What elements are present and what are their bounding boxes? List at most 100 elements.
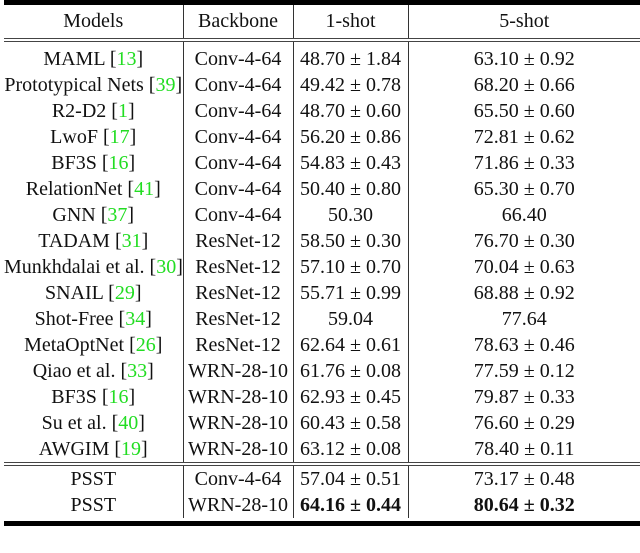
backbone-cell: Conv-4-64 — [183, 98, 294, 124]
top-rule — [4, 0, 640, 5]
model-name: Munkhdalai et al. — [4, 256, 145, 278]
model-cell: Prototypical Nets [39] — [4, 72, 184, 98]
one-shot-cell: 54.83 ± 0.43 — [293, 150, 409, 176]
backbone-cell: Conv-4-64 — [183, 202, 294, 228]
one-shot-cell: 56.20 ± 0.86 — [293, 124, 409, 150]
one-shot-cell: 63.12 ± 0.08 — [293, 436, 409, 464]
header-5-shot: 5-shot — [408, 5, 640, 42]
model-cell: AWGIM [19] — [4, 436, 184, 464]
table-row: LwoF [17] Conv-4-64 56.20 ± 0.86 72.81 ± 0.… — [4, 124, 640, 150]
model-name: Qiao et al. — [32, 360, 116, 382]
table-row: TADAM [31] ResNet-12 58.50 ± 0.30 76.70 ± 0… — [4, 228, 640, 254]
citation-link[interactable]: 26 — [135, 334, 156, 356]
backbone-cell: Conv-4-64 — [183, 40, 294, 72]
model-cell: R2-D2 [1] — [4, 98, 184, 124]
backbone-cell: WRN-28-10 — [183, 410, 294, 436]
backbone-cell: Conv-4-64 — [183, 462, 294, 492]
model-cell: SNAIL [29] — [4, 280, 184, 306]
one-shot-cell: 57.10 ± 0.70 — [293, 254, 409, 280]
model-cell: MAML [13] — [4, 40, 184, 72]
backbone-cell: ResNet-12 — [183, 332, 294, 358]
citation-link[interactable]: 19 — [121, 438, 142, 460]
table-row: MAML [13] Conv-4-64 48.70 ± 1.84 63.10 ± 0.… — [4, 40, 640, 72]
model-cell: Munkhdalai et al. [30] — [4, 254, 184, 280]
one-shot-cell: 61.76 ± 0.08 — [293, 358, 409, 384]
model-cell: BF3S [16] — [4, 150, 184, 176]
table-row: GNN [37] Conv-4-64 50.30 66.40 — [4, 202, 640, 228]
backbone-cell: WRN-28-10 — [183, 492, 294, 518]
citation-link[interactable]: 17 — [109, 126, 130, 148]
model-name: R2-D2 — [51, 100, 107, 122]
table-row: Su et al. [40] WRN-28-10 60.43 ± 0.58 76.60… — [4, 410, 640, 436]
one-shot-cell: 59.04 — [293, 306, 409, 332]
model-cell: TADAM [31] — [4, 228, 184, 254]
results-table: Models Backbone 1-shot 5-shot MAML [13] C… — [4, 5, 640, 518]
five-shot-cell: 78.40 ± 0.11 — [474, 438, 575, 460]
table-row: Prototypical Nets [39] Conv-4-64 49.42 ± 0… — [4, 72, 640, 98]
one-shot-cell: 60.43 ± 0.58 — [293, 410, 409, 436]
citation-link[interactable]: 16 — [108, 152, 129, 174]
five-shot-cell: 78.63 ± 0.46 — [473, 334, 575, 356]
model-name: GNN — [52, 204, 96, 226]
model-cell: RelationNet [41] — [4, 176, 184, 202]
five-shot-cell: 68.20 ± 0.66 — [473, 74, 575, 96]
one-shot-cell: 48.70 ± 0.60 — [293, 98, 409, 124]
citation-link[interactable]: 31 — [121, 230, 142, 252]
five-shot-cell: 77.59 ± 0.12 — [473, 360, 575, 382]
one-shot-cell: 57.04 ± 0.51 — [293, 462, 409, 492]
five-shot-cell: 71.86 ± 0.33 — [473, 152, 575, 174]
table-row: AWGIM [19] WRN-28-10 63.12 ± 0.08 78.40 ± 0… — [4, 436, 640, 464]
model-name: TADAM — [38, 230, 110, 252]
model-cell: LwoF [17] — [4, 124, 184, 150]
one-shot-cell: 50.30 — [293, 202, 409, 228]
model-cell: Qiao et al. [33] — [4, 358, 184, 384]
five-shot-cell: 77.64 — [501, 308, 547, 330]
citation-link[interactable]: 1 — [117, 100, 128, 122]
one-shot-cell: 62.93 ± 0.45 — [293, 384, 409, 410]
header-1-shot: 1-shot — [293, 5, 409, 42]
five-shot-cell: 73.17 ± 0.48 — [408, 462, 640, 492]
model-name: Prototypical Nets — [4, 74, 144, 96]
table-row: Shot-Free [34] ResNet-12 59.04 77.64 — [4, 306, 640, 332]
five-shot-cell: 65.50 ± 0.60 — [473, 100, 575, 122]
backbone-cell: ResNet-12 — [183, 254, 294, 280]
citation-link[interactable]: 41 — [134, 178, 155, 200]
header-row: Models Backbone 1-shot 5-shot — [4, 5, 640, 42]
backbone-cell: Conv-4-64 — [183, 176, 294, 202]
model-cell: Shot-Free [34] — [4, 306, 184, 332]
citation-link[interactable]: 13 — [116, 48, 137, 70]
backbone-cell: ResNet-12 — [183, 280, 294, 306]
five-shot-cell: 68.88 ± 0.92 — [473, 282, 575, 304]
one-shot-cell: 58.50 ± 0.30 — [293, 228, 409, 254]
model-name: Shot-Free — [34, 308, 114, 330]
citation-link[interactable]: 16 — [108, 386, 129, 408]
citation-link[interactable]: 34 — [125, 308, 146, 330]
model-name: MAML — [43, 48, 105, 70]
citation-link[interactable]: 29 — [114, 282, 135, 304]
citation-link[interactable]: 33 — [127, 360, 148, 382]
model-name: AWGIM — [38, 438, 110, 460]
table-row: MetaOptNet [26] ResNet-12 62.64 ± 0.61 78.6… — [4, 332, 640, 358]
model-name: RelationNet — [25, 178, 123, 200]
model-name: BF3S — [51, 152, 97, 174]
model-cell: Su et al. [40] — [4, 410, 184, 436]
results-table-container: Models Backbone 1-shot 5-shot MAML [13] C… — [4, 0, 640, 526]
backbone-cell: WRN-28-10 — [183, 384, 294, 410]
citation-link[interactable]: 40 — [118, 412, 139, 434]
model-name: Su et al. — [41, 412, 107, 434]
model-name: SNAIL — [45, 282, 104, 304]
one-shot-cell: 48.70 ± 1.84 — [293, 40, 409, 72]
model-cell: PSST — [4, 462, 184, 492]
backbone-cell: WRN-28-10 — [183, 358, 294, 384]
one-shot-cell: 55.71 ± 0.99 — [293, 280, 409, 306]
table-row: Munkhdalai et al. [30] ResNet-12 57.10 ± 0… — [4, 254, 640, 280]
citation-link[interactable]: 39 — [155, 74, 176, 96]
model-cell: GNN [37] — [4, 202, 184, 228]
citation-link[interactable]: 30 — [156, 256, 177, 278]
citation-link[interactable]: 37 — [107, 204, 128, 226]
model-name: BF3S — [51, 386, 97, 408]
ours-row: PSST Conv-4-64 57.04 ± 0.51 73.17 ± 0.48 — [4, 462, 640, 492]
backbone-cell: ResNet-12 — [183, 228, 294, 254]
bottom-rule — [4, 521, 640, 526]
five-shot-cell: 72.81 ± 0.62 — [473, 126, 575, 148]
